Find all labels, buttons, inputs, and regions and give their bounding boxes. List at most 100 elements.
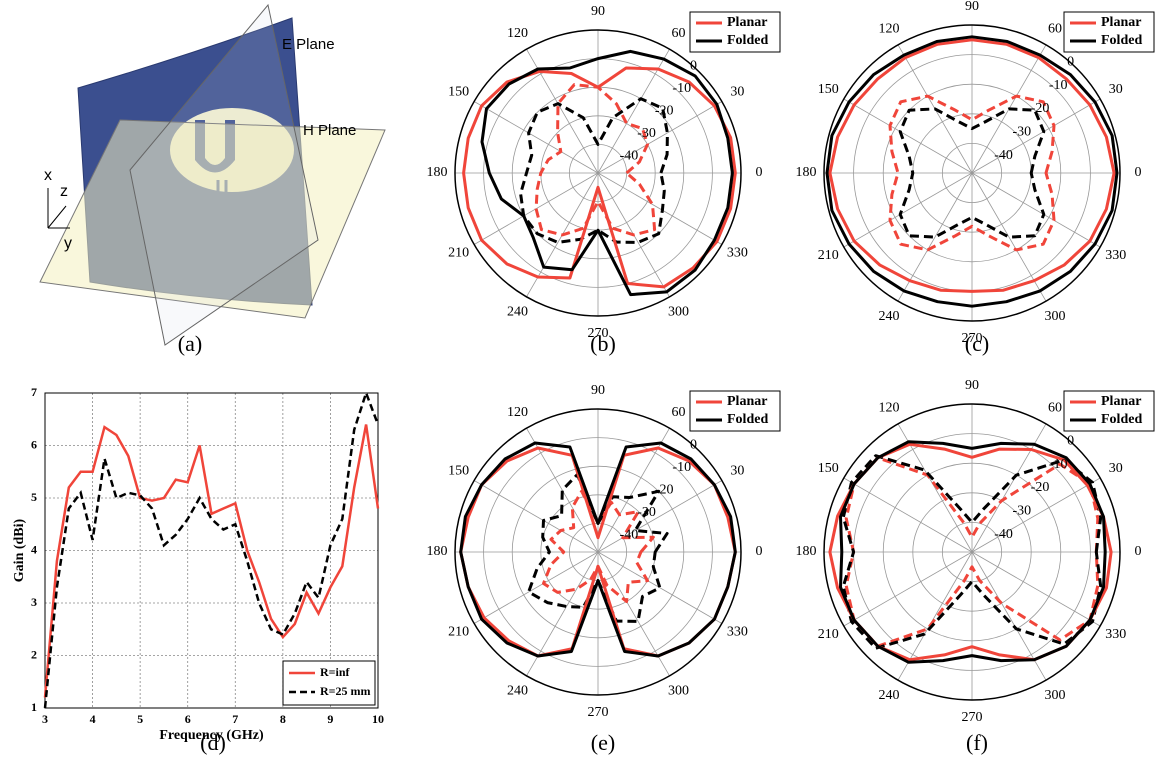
grid-spoke — [597, 172, 723, 245]
radial-tick-label: -20 — [1031, 101, 1050, 116]
angle-label: 0 — [756, 165, 763, 180]
grid-spoke — [473, 551, 599, 624]
angle-label: 180 — [427, 165, 448, 180]
angle-label: 270 — [962, 331, 983, 346]
panel-caption: (b) — [590, 331, 616, 356]
grid-spoke — [843, 98, 973, 174]
legend-box — [1063, 11, 1155, 53]
pattern-curve-dashed — [888, 94, 1056, 252]
x-tick-label: 9 — [327, 712, 333, 726]
y-tick-label: 3 — [31, 595, 37, 609]
angle-label: 0 — [1135, 544, 1142, 559]
legend-label: R=inf — [320, 665, 351, 679]
panel-caption: (c) — [965, 331, 989, 356]
y-tick-label: 6 — [31, 437, 37, 451]
radial-tick-label: -30 — [1012, 125, 1031, 140]
angle-label: 90 — [591, 383, 605, 398]
grid-spoke — [597, 480, 723, 553]
angle-label: 150 — [448, 85, 469, 100]
panel-caption: (a) — [178, 331, 202, 356]
x-tick-label: 3 — [42, 712, 48, 726]
x-tick-label: 4 — [90, 712, 96, 726]
angle-label: 210 — [448, 246, 469, 261]
y-tick-label: 2 — [31, 647, 37, 661]
angle-label: 0 — [756, 544, 763, 559]
radial-tick-label: -10 — [1049, 78, 1068, 93]
legend-label: Folded — [1101, 412, 1142, 427]
angle-label: 180 — [796, 544, 817, 559]
plot-frame — [44, 392, 379, 709]
angle-label: 300 — [1045, 309, 1066, 324]
angle-label: 60 — [1048, 400, 1062, 415]
legend-box — [282, 660, 376, 706]
legend-label: Folded — [727, 412, 768, 427]
angle-label: 240 — [879, 688, 900, 703]
axis-label: y — [64, 235, 72, 252]
angle-label: 120 — [507, 405, 528, 420]
x-tick-label: 7 — [232, 712, 238, 726]
angle-label: 210 — [818, 248, 839, 263]
panel-caption: (e) — [591, 730, 615, 755]
legend-label: Planar — [1101, 394, 1141, 409]
angle-label: 150 — [448, 464, 469, 479]
angle-label: 300 — [1045, 688, 1066, 703]
angle-label: 270 — [588, 326, 609, 341]
pattern-curve-dashed — [841, 454, 1103, 650]
angle-label: 330 — [1105, 627, 1126, 642]
radial-tick-label: -10 — [1049, 457, 1068, 472]
angle-label: 240 — [879, 309, 900, 324]
axis-z — [47, 205, 67, 229]
angle-label: 30 — [730, 85, 744, 100]
angle-label: 120 — [507, 26, 528, 41]
radial-tick-label: -40 — [620, 528, 639, 543]
angle-label: 330 — [1105, 248, 1126, 263]
angle-label: 90 — [965, 378, 979, 393]
legend-label: R=25 mm — [320, 684, 371, 698]
legend-label: Folded — [727, 33, 768, 48]
radial-tick-label: -40 — [620, 149, 639, 164]
angle-label: 90 — [591, 4, 605, 19]
radial-tick-label: -30 — [637, 505, 656, 520]
radial-tick-label: -30 — [1012, 504, 1031, 519]
legend-label: Planar — [1101, 15, 1141, 30]
radial-tick-label: -40 — [994, 148, 1013, 163]
radial-tick-label: 0 — [690, 59, 697, 74]
grid-spoke — [473, 480, 599, 553]
legend-label: Planar — [727, 394, 767, 409]
x-tick-label: 5 — [137, 712, 143, 726]
pattern-curve — [462, 66, 737, 289]
pattern-curve-dashed — [542, 489, 655, 603]
pattern-curve-dashed — [534, 83, 657, 237]
radial-tick-label: 0 — [1067, 55, 1074, 70]
e-plane — [129, 3, 319, 346]
radial-tick-label: 0 — [1067, 434, 1074, 449]
radial-tick-label: -10 — [672, 81, 691, 96]
angle-label: 180 — [427, 544, 448, 559]
panel-caption: (d) — [200, 730, 226, 755]
pattern-curve-dashed — [527, 473, 669, 623]
angle-label: 30 — [730, 464, 744, 479]
grid-spoke — [843, 551, 973, 627]
gain-line — [43, 389, 380, 709]
pattern-curve — [480, 49, 734, 297]
angle-label: 240 — [507, 684, 528, 699]
radial-tick-label: 0 — [690, 438, 697, 453]
y-tick-label: 1 — [31, 700, 37, 714]
pattern-curve-dashed — [898, 107, 1046, 239]
plot-border — [823, 403, 1121, 701]
grid-spoke — [473, 101, 599, 174]
angle-label: 270 — [962, 710, 983, 725]
legend-box — [1063, 390, 1155, 432]
axis-label: z — [60, 183, 68, 200]
pattern-curve — [459, 441, 737, 658]
angle-label: 60 — [672, 26, 686, 41]
legend-box — [689, 11, 781, 53]
h-plane — [39, 119, 386, 319]
angle-label: 210 — [818, 627, 839, 642]
antenna-diagram: E Plane H Plane x z y (a) — [39, 3, 386, 356]
y-tick-label: 5 — [31, 490, 37, 504]
angle-label: 90 — [965, 0, 979, 14]
angle-label: 30 — [1109, 82, 1123, 97]
angle-label: 240 — [507, 305, 528, 320]
